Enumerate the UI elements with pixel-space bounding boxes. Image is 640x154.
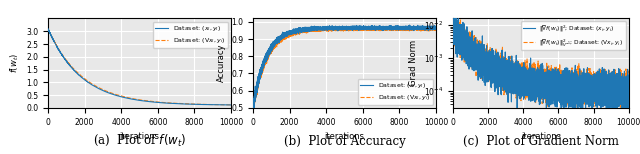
Text: (a)  Plot of $f(w_t)$: (a) Plot of $f(w_t)$: [93, 133, 186, 148]
Line: $\|\nabla f(w_t)\|^2_{V^{-1}}$; Dataset: $(\mathsf{V}x_i, y_i)$: $\|\nabla f(w_t)\|^2_{V^{-1}}$; Dataset:…: [453, 11, 628, 116]
Dataset: $(\mathsf{V}x_i, y_i)$: (9.84e+03, 0.973): $(\mathsf{V}x_i, y_i)$: (9.84e+03, 0.973…: [429, 26, 437, 28]
Dataset: $(x_i, y_i)$: (1.96e+03, 1.12): $(x_i, y_i)$: (1.96e+03, 1.12): [80, 78, 88, 80]
Dataset: $(x_i, y_i)$: (1.96e+03, 0.933): $(x_i, y_i)$: (1.96e+03, 0.933): [285, 32, 292, 34]
Dataset: $(\mathsf{V}x_i, y_i)$: (4.89e+03, 0.325): $(\mathsf{V}x_i, y_i)$: (4.89e+03, 0.325…: [134, 99, 141, 100]
Dataset: $(x_i, y_i)$: (3, 0.5): $(x_i, y_i)$: (3, 0.5): [249, 107, 257, 109]
Dataset: $(\mathsf{V}x_i, y_i)$: (600, 2.28): $(\mathsf{V}x_i, y_i)$: (600, 2.28): [55, 49, 63, 51]
$\|\nabla f(w_t)\|^2_{V^{-1}}$; Dataset: $(\mathsf{V}x_i, y_i)$: (46, 0.00464): $(\mathsf{V}x_i, y_i)$: (46, 0.00464): [450, 35, 458, 37]
$\|\nabla f(w_t)\|^2$; Dataset: $(x_i, y_i)$: (1.96e+03, 0.00115): $(x_i, y_i)$: (1.96e+03, 0.00115): [484, 55, 492, 57]
Dataset: $(x_i, y_i)$: (4, 3.1): $(x_i, y_i)$: (4, 3.1): [44, 28, 52, 30]
$\|\nabla f(w_t)\|^2_{V^{-1}}$; Dataset: $(\mathsf{V}x_i, y_i)$: (9.76e+03, 1.76e-05): $(\mathsf{V}x_i, y_i)$: (9.76e+03, 1.76e…: [621, 115, 628, 117]
Dataset: $(\mathsf{V}x_i, y_i)$: (1e+04, 0.961): $(\mathsf{V}x_i, y_i)$: (1e+04, 0.961): [432, 28, 440, 29]
Dataset: $(x_i, y_i)$: (1, 3.1): $(x_i, y_i)$: (1, 3.1): [44, 28, 52, 30]
Dataset: $(\mathsf{V}x_i, y_i)$: (1e+04, 0.115): $(\mathsf{V}x_i, y_i)$: (1e+04, 0.115): [227, 104, 235, 106]
Line: Dataset: $(x_i, y_i)$: Dataset: $(x_i, y_i)$: [253, 25, 436, 108]
Dataset: $(x_i, y_i)$: (4.89e+03, 0.96): $(x_i, y_i)$: (4.89e+03, 0.96): [339, 28, 346, 30]
$\|\nabla f(w_t)\|^2_{V^{-1}}$; Dataset: $(\mathsf{V}x_i, y_i)$: (9.47e+03, 0.000146): $(\mathsf{V}x_i, y_i)$: (9.47e+03, 0.000…: [616, 85, 623, 87]
$\|\nabla f(w_t)\|^2$; Dataset: $(x_i, y_i)$: (51, 0.0271): $(x_i, y_i)$: (51, 0.0271): [450, 10, 458, 12]
Dataset: $(\mathsf{V}x_i, y_i)$: (1, 3.1): $(\mathsf{V}x_i, y_i)$: (1, 3.1): [44, 28, 52, 30]
X-axis label: iterations: iterations: [120, 132, 159, 141]
Dataset: $(\mathsf{V}x_i, y_i)$: (9.47e+03, 0.959): $(\mathsf{V}x_i, y_i)$: (9.47e+03, 0.959…: [422, 28, 430, 30]
Dataset: $(\mathsf{V}x_i, y_i)$: (47, 3.03): $(\mathsf{V}x_i, y_i)$: (47, 3.03): [45, 30, 52, 31]
Dataset: $(\mathsf{V}x_i, y_i)$: (415, 0.692): $(\mathsf{V}x_i, y_i)$: (415, 0.692): [257, 74, 264, 76]
Text: (b)  Plot of Accuracy: (b) Plot of Accuracy: [284, 135, 405, 148]
Legend: $\|\nabla f(w_t)\|^2$; Dataset: $(x_i, y_i)$, $\|\nabla f(w_t)\|^2_{V^{-1}}$; Da: $\|\nabla f(w_t)\|^2$; Dataset: $(x_i, y…: [521, 21, 626, 50]
Line: Dataset: $(\mathsf{V}x_i, y_i)$: Dataset: $(\mathsf{V}x_i, y_i)$: [253, 27, 436, 108]
Text: (c)  Plot of Gradient Norm: (c) Plot of Gradient Norm: [463, 135, 619, 148]
Line: Dataset: $(\mathsf{V}x_i, y_i)$: Dataset: $(\mathsf{V}x_i, y_i)$: [48, 29, 231, 105]
Dataset: $(\mathsf{V}x_i, y_i)$: (46, 0.528): $(\mathsf{V}x_i, y_i)$: (46, 0.528): [250, 102, 258, 104]
Dataset: $(\mathsf{V}x_i, y_i)$: (1, 0.5): $(\mathsf{V}x_i, y_i)$: (1, 0.5): [249, 107, 257, 109]
Dataset: $(x_i, y_i)$: (600, 0.765): $(x_i, y_i)$: (600, 0.765): [260, 61, 268, 63]
$\|\nabla f(w_t)\|^2_{V^{-1}}$; Dataset: $(\mathsf{V}x_i, y_i)$: (1.96e+03, 0.000445): $(\mathsf{V}x_i, y_i)$: (1.96e+03, 0.000…: [484, 69, 492, 71]
Dataset: $(x_i, y_i)$: (47, 3.02): $(x_i, y_i)$: (47, 3.02): [45, 30, 52, 32]
Dataset: $(\mathsf{V}x_i, y_i)$: (1.96e+03, 0.92): $(\mathsf{V}x_i, y_i)$: (1.96e+03, 0.92): [285, 35, 292, 37]
Y-axis label: Accuracy: Accuracy: [216, 44, 225, 82]
$\|\nabla f(w_t)\|^2_{V^{-1}}$; Dataset: $(\mathsf{V}x_i, y_i)$: (416, 0.0047): $(\mathsf{V}x_i, y_i)$: (416, 0.0047): [456, 35, 464, 37]
Dataset: $(x_i, y_i)$: (1, 0.506): $(x_i, y_i)$: (1, 0.506): [249, 106, 257, 108]
$\|\nabla f(w_t)\|^2$; Dataset: $(x_i, y_i)$: (46, 0.00357): $(x_i, y_i)$: (46, 0.00357): [450, 39, 458, 41]
Dataset: $(x_i, y_i)$: (9.47e+03, 0.116): $(x_i, y_i)$: (9.47e+03, 0.116): [218, 104, 225, 106]
Dataset: $(\mathsf{V}x_i, y_i)$: (4.89e+03, 0.96): $(\mathsf{V}x_i, y_i)$: (4.89e+03, 0.96): [339, 28, 346, 30]
$\|\nabla f(w_t)\|^2$; Dataset: $(x_i, y_i)$: (600, 0.00268): $(x_i, y_i)$: (600, 0.00268): [460, 43, 467, 45]
Dataset: $(x_i, y_i)$: (4.89e+03, 0.304): $(x_i, y_i)$: (4.89e+03, 0.304): [134, 99, 141, 101]
$\|\nabla f(w_t)\|^2$; Dataset: $(x_i, y_i)$: (9.47e+03, 0.000286): $(x_i, y_i)$: (9.47e+03, 0.000286): [616, 75, 623, 77]
Dataset: $(x_i, y_i)$: (1e+04, 0.964): $(x_i, y_i)$: (1e+04, 0.964): [432, 27, 440, 29]
Dataset: $(\mathsf{V}x_i, y_i)$: (5, 3.1): $(\mathsf{V}x_i, y_i)$: (5, 3.1): [44, 28, 52, 30]
$\|\nabla f(w_t)\|^2$; Dataset: $(x_i, y_i)$: (4.89e+03, 0.000171): $(x_i, y_i)$: (4.89e+03, 0.000171): [535, 83, 543, 85]
Y-axis label: $f(w_t)$: $f(w_t)$: [8, 53, 20, 73]
Dataset: $(\mathsf{V}x_i, y_i)$: (1.96e+03, 1.16): $(\mathsf{V}x_i, y_i)$: (1.96e+03, 1.16): [80, 77, 88, 79]
Legend: Dataset: $(x_i, y_i)$, Dataset: $(\mathsf{V}x_i, y_i)$: Dataset: $(x_i, y_i)$, Dataset: $(\maths…: [153, 22, 228, 48]
$\|\nabla f(w_t)\|^2_{V^{-1}}$; Dataset: $(\mathsf{V}x_i, y_i)$: (1e+04, 0.000119): $(\mathsf{V}x_i, y_i)$: (1e+04, 0.000119…: [625, 88, 632, 90]
$\|\nabla f(w_t)\|^2_{V^{-1}}$; Dataset: $(\mathsf{V}x_i, y_i)$: (4.89e+03, 0.000292): $(\mathsf{V}x_i, y_i)$: (4.89e+03, 0.000…: [535, 75, 543, 77]
X-axis label: iterations: iterations: [324, 132, 364, 141]
Dataset: $(x_i, y_i)$: (600, 2.26): $(x_i, y_i)$: (600, 2.26): [55, 49, 63, 51]
Dataset: $(\mathsf{V}x_i, y_i)$: (599, 0.749): $(\mathsf{V}x_i, y_i)$: (599, 0.749): [260, 64, 268, 66]
$\|\nabla f(w_t)\|^2_{V^{-1}}$; Dataset: $(\mathsf{V}x_i, y_i)$: (197, 0.0269): $(\mathsf{V}x_i, y_i)$: (197, 0.0269): [452, 10, 460, 12]
Dataset: $(x_i, y_i)$: (416, 2.48): $(x_i, y_i)$: (416, 2.48): [52, 43, 60, 45]
Line: Dataset: $(x_i, y_i)$: Dataset: $(x_i, y_i)$: [48, 29, 231, 105]
X-axis label: iterations: iterations: [521, 132, 561, 141]
$\|\nabla f(w_t)\|^2_{V^{-1}}$; Dataset: $(\mathsf{V}x_i, y_i)$: (1, 0.0083): $(\mathsf{V}x_i, y_i)$: (1, 0.0083): [449, 27, 457, 29]
Legend: Dataset: $(x_i, y_i)$, Dataset: $(\mathsf{V}x_i, y_i)$: Dataset: $(x_i, y_i)$, Dataset: $(\maths…: [358, 79, 433, 105]
Dataset: $(\mathsf{V}x_i, y_i)$: (416, 2.51): $(\mathsf{V}x_i, y_i)$: (416, 2.51): [52, 43, 60, 45]
Dataset: $(x_i, y_i)$: (9.47e+03, 0.968): $(x_i, y_i)$: (9.47e+03, 0.968): [422, 26, 430, 28]
$\|\nabla f(w_t)\|^2_{V^{-1}}$; Dataset: $(\mathsf{V}x_i, y_i)$: (600, 0.00549): $(\mathsf{V}x_i, y_i)$: (600, 0.00549): [460, 33, 467, 35]
Dataset: $(x_i, y_i)$: (47, 0.519): $(x_i, y_i)$: (47, 0.519): [250, 103, 258, 105]
$\|\nabla f(w_t)\|^2$; Dataset: $(x_i, y_i)$: (9.05e+03, 2.06e-05): $(x_i, y_i)$: (9.05e+03, 2.06e-05): [608, 113, 616, 115]
Line: $\|\nabla f(w_t)\|^2$; Dataset: $(x_i, y_i)$: $\|\nabla f(w_t)\|^2$; Dataset: $(x_i, y…: [453, 11, 628, 114]
$\|\nabla f(w_t)\|^2$; Dataset: $(x_i, y_i)$: (1, 0.00624): $(x_i, y_i)$: (1, 0.00624): [449, 31, 457, 33]
Dataset: $(x_i, y_i)$: (1e+04, 0.112): $(x_i, y_i)$: (1e+04, 0.112): [227, 104, 235, 106]
$\|\nabla f(w_t)\|^2$; Dataset: $(x_i, y_i)$: (1e+04, 0.000226): $(x_i, y_i)$: (1e+04, 0.000226): [625, 79, 632, 80]
Y-axis label: Grad Norm: Grad Norm: [410, 40, 419, 86]
Dataset: $(x_i, y_i)$: (416, 0.709): $(x_i, y_i)$: (416, 0.709): [257, 71, 264, 73]
Dataset: $(x_i, y_i)$: (8.55e+03, 0.982): $(x_i, y_i)$: (8.55e+03, 0.982): [406, 24, 413, 26]
$\|\nabla f(w_t)\|^2$; Dataset: $(x_i, y_i)$: (416, 0.00405): $(x_i, y_i)$: (416, 0.00405): [456, 37, 464, 39]
Dataset: $(\mathsf{V}x_i, y_i)$: (9.47e+03, 0.12): $(\mathsf{V}x_i, y_i)$: (9.47e+03, 0.12): [218, 104, 225, 106]
